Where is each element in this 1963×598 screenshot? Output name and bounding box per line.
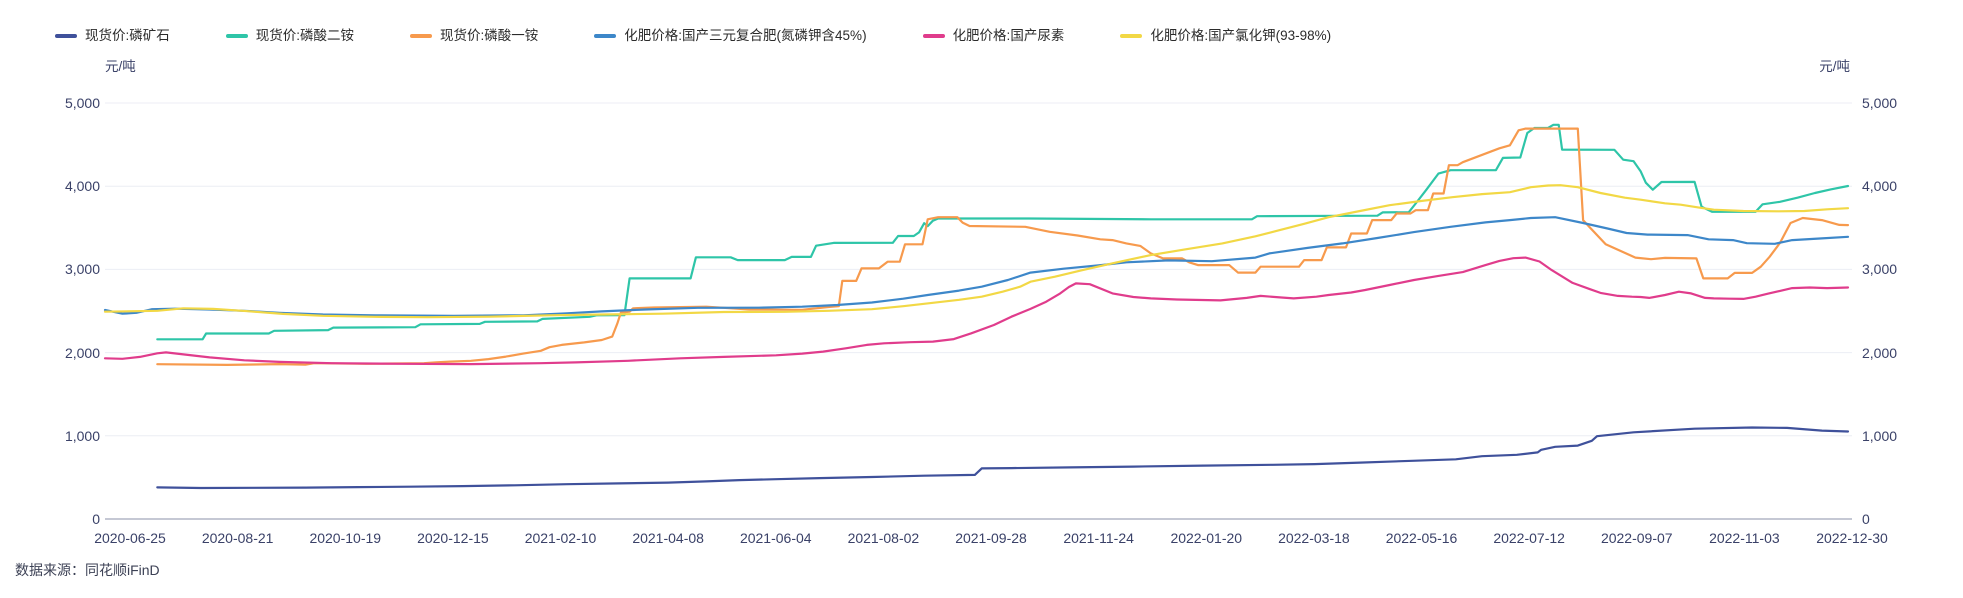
y-tick-label-left: 5,000 [64,95,100,111]
y-tick-label-left: 1,000 [64,427,100,444]
y-tick-label-left: 0 [92,511,100,527]
x-tick-label: 2020-10-19 [309,530,382,546]
source-note: 数据来源：同花顺iFinD [15,562,160,578]
x-tick-label: 2022-12-30 [1816,530,1888,546]
legend-marker-icon [55,34,77,38]
legend-marker-icon [594,34,617,38]
y-axis-unit-right: 元/吨 [1819,59,1850,74]
legend-label: 化肥价格:国产尿素 [952,28,1065,43]
legend-marker-icon [225,34,248,38]
legend-marker-icon [1120,34,1143,38]
x-tick-label: 2020-08-21 [201,530,274,546]
legend-label: 现货价:磷酸二铵 [255,28,355,43]
x-tick-label: 2021-02-10 [524,530,597,546]
y-tick-label-right: 5,000 [1862,95,1898,111]
legend-item-0[interactable]: 现货价:磷矿石 [55,28,170,44]
y-tick-label-right: 0 [1862,511,1870,527]
y-axis-unit-left: 元/吨 [105,59,136,74]
legend-item-4[interactable]: 化肥价格:国产尿素 [922,28,1065,44]
y-tick-label-left: 4,000 [64,178,100,195]
x-tick-label: 2022-11-03 [1709,530,1780,546]
series-line [103,256,1850,366]
legend-item-2[interactable]: 现货价:磷酸一铵 [410,28,538,44]
legend: 现货价:磷矿石 现货价:磷酸二铵 现货价:磷酸一铵 化肥价格:国产三元复合肥(氮磷钾含… [55,28,1331,44]
y-tick-label-left: 2,000 [64,344,100,361]
legend-item-1[interactable]: 现货价:磷酸二铵 [225,28,355,44]
x-tick-label: 2020-06-25 [94,530,166,546]
x-tick-label: 2020-12-15 [417,530,489,546]
x-tick-label: 2022-01-20 [1170,530,1243,546]
y-tick-label-right: 1,000 [1862,427,1898,444]
x-tick-label: 2022-03-18 [1278,530,1350,546]
legend-label: 化肥价格:国产氯化钾(93-98%) [1150,28,1332,43]
series-line [156,127,1850,366]
y-tick-label-right: 3,000 [1862,261,1898,278]
x-tick-label: 2021-08-02 [847,530,920,546]
legend-marker-icon [922,34,945,38]
x-tick-label: 2022-07-12 [1493,530,1565,546]
x-tick-label: 2022-09-07 [1600,530,1673,546]
x-tick-label: 2021-04-08 [632,530,704,546]
legend-label: 化肥价格:国产三元复合肥(氮磷钾含45%) [624,28,867,43]
x-tick-label: 2021-11-24 [1063,530,1134,546]
x-tick-label: 2021-09-28 [955,530,1027,546]
legend-label: 现货价:磷酸一铵 [440,28,539,43]
x-tick-label: 2021-06-04 [739,530,812,546]
series-line [156,426,1850,490]
series-line [103,184,1850,319]
y-tick-label-right: 2,000 [1862,344,1898,361]
legend-label: 现货价:磷矿石 [85,28,170,43]
legend-item-3[interactable]: 化肥价格:国产三元复合肥(氮磷钾含45%) [594,28,867,44]
series-line [156,123,1850,341]
legend-item-5[interactable]: 化肥价格:国产氯化钾(93-98%) [1120,28,1331,44]
y-tick-label-right: 4,000 [1862,178,1898,195]
legend-marker-icon [410,34,433,38]
series-line [103,216,1850,317]
y-tick-label-left: 3,000 [64,261,100,278]
x-tick-label: 2022-05-16 [1385,530,1458,546]
